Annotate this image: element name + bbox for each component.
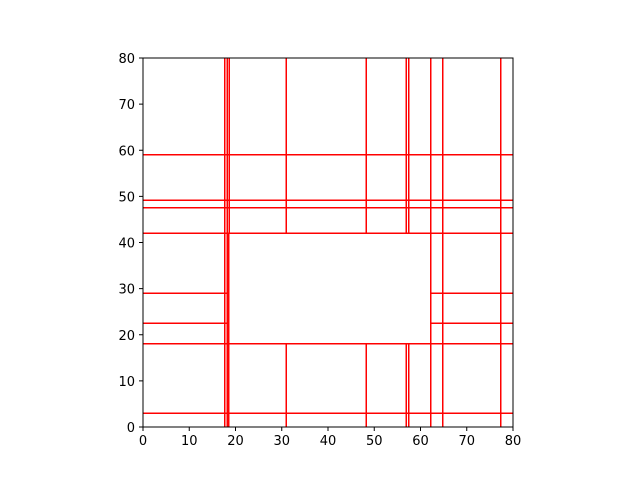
y-tick-label-4: 40 (118, 237, 135, 252)
x-tick-label-3: 30 (273, 434, 290, 449)
x-tick-label-8: 80 (505, 434, 522, 449)
y-tick-label-1: 10 (118, 375, 135, 390)
x-tick-label-2: 20 (227, 434, 244, 449)
x-tick-label-1: 10 (181, 434, 198, 449)
y-tick-label-7: 70 (118, 98, 135, 113)
y-tick-label-8: 80 (118, 52, 135, 67)
axes: 0 10 20 30 40 50 60 70 80 0 10 20 30 40 50 60 70 80 (118, 52, 521, 449)
y-tick-label-5: 50 (118, 190, 135, 205)
y-tick-label-3: 30 (118, 283, 135, 298)
axes-frame (142, 57, 514, 428)
x-tick-label-0: 0 (139, 434, 147, 449)
y-tick-label-2: 20 (118, 329, 135, 344)
x-tick-label-4: 40 (320, 434, 337, 449)
y-tick-label-6: 60 (118, 144, 135, 159)
plot-area (143, 58, 513, 427)
y-tick-label-0: 0 (127, 421, 135, 436)
x-tick-label-5: 50 (366, 434, 383, 449)
x-tick-label-6: 60 (412, 434, 429, 449)
x-tick-label-7: 70 (458, 434, 475, 449)
